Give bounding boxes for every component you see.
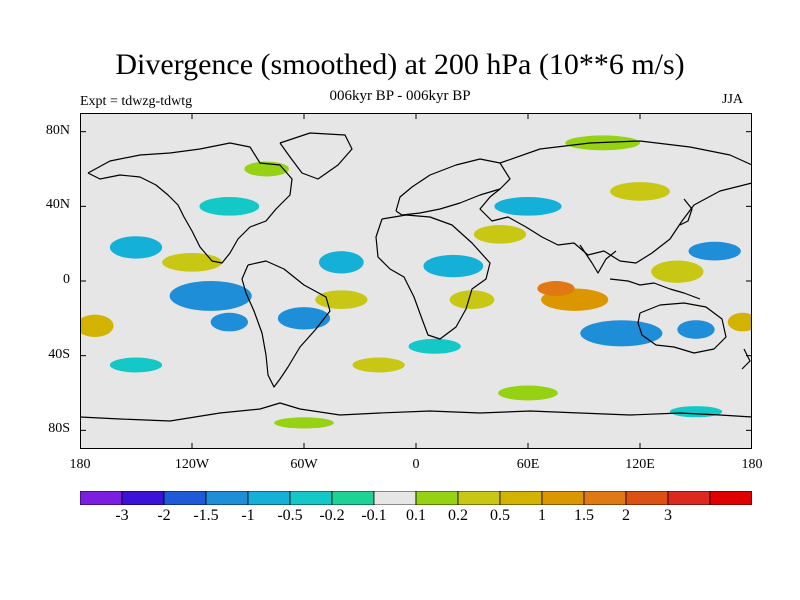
coastline-africa [375,214,491,340]
coastline-new-zealand [741,348,751,370]
colorbar-label: 2 [622,507,630,524]
anomaly-region [688,241,741,261]
anomaly-region [727,312,752,332]
colorbar-swatch [667,491,711,505]
colorbar-swatch [247,491,291,505]
colorbar-label: 0.5 [490,507,510,524]
colorbar-swatch [80,491,123,505]
anomaly-fields [80,135,752,429]
anomaly-region [318,251,364,274]
experiment-label: Expt = tdwzg-tdwtg [80,94,193,109]
coastline-australia [637,302,727,354]
lon-label: 60W [290,457,318,472]
coastline-maritime [609,278,701,300]
colorbar-swatch [541,491,585,505]
lon-label: 60E [516,457,540,472]
anomaly-region [109,236,163,259]
anomaly-region [162,253,222,272]
coastline-asia [479,140,752,264]
lon-label: 0 [412,457,420,472]
colorbar-swatch [373,491,417,505]
coastline-greenland [279,132,353,180]
anomaly-region [274,417,334,429]
anomaly-region [277,307,331,330]
colorbar-swatch [583,491,627,505]
colorbar-label: -0.2 [319,507,345,524]
colorbar-label: 3 [664,507,672,524]
lat-label: 80S [48,421,70,437]
anomaly-region [408,338,461,354]
colorbar-label: -1.5 [193,507,219,524]
coastline-south-america [241,260,331,388]
anomaly-region [210,312,248,332]
anomaly-region [109,357,163,373]
colorbar-label: -0.1 [361,507,387,524]
colorbar-label: -1 [241,507,255,524]
colorbar-swatch [163,491,207,505]
anomaly-region [315,290,368,309]
coastline-europe [395,158,511,216]
coastline-north-america [87,142,293,264]
divergence-map [80,113,752,449]
colorbar-label: -2 [157,507,171,524]
anomaly-region [423,254,484,278]
coastline-antarctica [80,402,752,422]
anomaly-region [669,406,723,418]
figure-subtitle: 006kyr BP - 006kyr BP [329,88,471,104]
anomaly-region [199,197,260,216]
colorbar-swatch [625,491,669,505]
colorbar-label: 1 [538,507,546,524]
coastlines [80,132,752,422]
axis-ticks [80,113,752,449]
anomaly-region [498,385,558,401]
anomaly-region [494,197,562,216]
colorbar-swatch [289,491,333,505]
anomaly-region [651,260,704,283]
anomaly-region [677,320,715,339]
lat-label: 80N [45,122,70,138]
anomaly-region [169,281,252,311]
colorbar-swatch [331,491,375,505]
anomaly-region [449,290,495,309]
lon-label: 120E [625,457,655,472]
figure-title: Divergence (smoothed) at 200 hPa (10**6 … [115,48,685,81]
colorbar-label: 0.2 [448,507,468,524]
lat-label: 0 [63,272,70,287]
colorbar-swatch [121,491,165,505]
coastline-japan [679,198,693,226]
colorbar-swatch [709,491,752,505]
anomaly-region [610,182,670,201]
anomaly-region [80,314,114,337]
lat-label: 40N [45,197,70,213]
colorbar-swatch [457,491,501,505]
anomaly-region [352,357,405,373]
lon-label: 180 [69,457,91,472]
lon-label: 120W [174,457,210,472]
colorbar-swatch [415,491,459,505]
colorbar-swatch [205,491,249,505]
lon-label: 180 [741,457,763,472]
coastline-india [579,244,617,274]
colorbar-label: 1.5 [574,507,594,524]
anomaly-region [580,320,663,347]
colorbar-label: -0.5 [277,507,303,524]
colorbar-swatch [499,491,543,505]
colorbar-label: -3 [115,507,129,524]
colorbar [80,491,752,505]
map-background [80,113,752,449]
colorbar-label: 0.1 [406,507,426,524]
lat-label: 40S [48,346,70,362]
anomaly-region [537,281,575,296]
season-label: JJA [722,92,744,107]
anomaly-region [473,225,527,244]
